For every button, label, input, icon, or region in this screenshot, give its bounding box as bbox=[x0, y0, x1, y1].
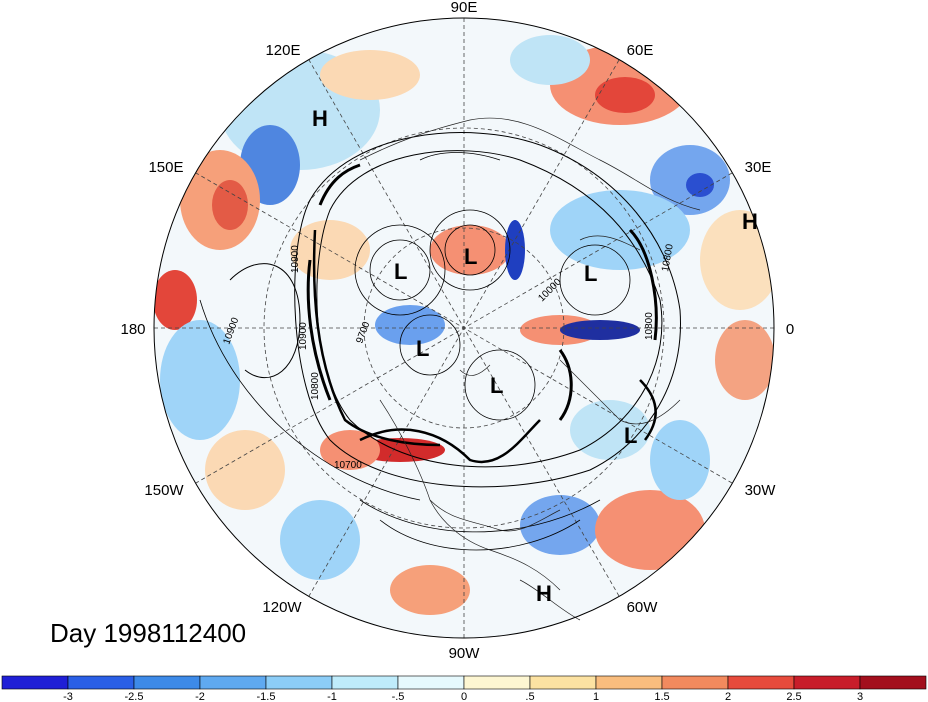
colorbar-swatch bbox=[265, 675, 333, 690]
lon-label: 90E bbox=[451, 0, 478, 16]
lon-label: 60W bbox=[627, 599, 659, 616]
contour-label: 10700 bbox=[334, 460, 362, 471]
colorbar-tick-label: 1.5 bbox=[654, 691, 669, 702]
lon-label: 150E bbox=[148, 159, 183, 176]
colorbar-swatch bbox=[397, 675, 465, 690]
low-center-mark: L bbox=[584, 261, 597, 286]
longitude-labels: 90E 60E 30E 0 30W 60W 90W 120W 150W 180 … bbox=[120, 0, 794, 662]
colorbar-swatch bbox=[1, 675, 69, 690]
colorbar-swatch bbox=[793, 675, 861, 690]
high-center-mark: H bbox=[536, 581, 552, 606]
colorbar-swatch bbox=[727, 675, 795, 690]
colorbar-tick-label: 3 bbox=[857, 691, 863, 702]
lon-label: 180 bbox=[120, 321, 145, 338]
lon-label: 120W bbox=[262, 599, 302, 616]
colorbar-swatch bbox=[331, 675, 399, 690]
low-center-mark: L bbox=[464, 244, 477, 269]
lon-label: 150W bbox=[144, 482, 184, 499]
contour-label: 10800 bbox=[310, 372, 321, 400]
map-boundary bbox=[153, 17, 775, 639]
high-center-mark: H bbox=[742, 209, 758, 234]
contour-label: 10900 bbox=[290, 245, 301, 273]
colorbar-tick-label: 1 bbox=[593, 691, 599, 702]
high-center-mark: H bbox=[312, 106, 328, 131]
colorbar-swatch bbox=[661, 675, 729, 690]
height-contours bbox=[199, 132, 681, 551]
colorbar-swatch bbox=[859, 675, 927, 690]
low-center-mark: L bbox=[624, 423, 637, 448]
colorbar-tick-label: 2 bbox=[725, 691, 731, 702]
low-center-mark: L bbox=[416, 336, 429, 361]
colorbar-tick-label: 2.5 bbox=[786, 691, 801, 702]
colorbar-swatch bbox=[199, 675, 267, 690]
contour-label: 10800 bbox=[660, 243, 676, 273]
colorbar-swatch bbox=[595, 675, 663, 690]
colorbar-tick-label: -2.5 bbox=[125, 691, 144, 702]
lon-label: 30E bbox=[745, 159, 772, 176]
graticule bbox=[154, 18, 774, 638]
colorbar-tick-label: 0 bbox=[461, 691, 467, 702]
contour-label: 10900 bbox=[298, 322, 309, 350]
colorbar-tick-label: -1.5 bbox=[257, 691, 276, 702]
colorbar-swatch bbox=[67, 675, 135, 690]
contour-label: 10800 bbox=[644, 312, 655, 340]
low-center-mark: L bbox=[394, 259, 407, 284]
lon-label: 30W bbox=[745, 482, 777, 499]
lon-label: 60E bbox=[627, 42, 654, 59]
coastlines bbox=[359, 117, 701, 621]
colorbar-tick-label: -.5 bbox=[392, 691, 405, 702]
colorbar-tick-label: .5 bbox=[525, 691, 534, 702]
low-center-mark: L bbox=[490, 373, 503, 398]
pressure-centers: H L L L H L L L H bbox=[312, 106, 758, 606]
day-label: Day 1998112400 bbox=[50, 618, 247, 648]
colorbar-swatch bbox=[529, 675, 597, 690]
lon-label: 0 bbox=[786, 321, 794, 338]
colorbar-tick-label: -3 bbox=[63, 691, 73, 702]
lon-label: 90W bbox=[449, 645, 481, 662]
colorbar: -3 -2.5 -2 -1.5 -1 -.5 0 .5 1 1.5 2 2.5 3 bbox=[1, 675, 927, 702]
colorbar-tick-label: -1 bbox=[327, 691, 337, 702]
lon-label: 120E bbox=[265, 42, 300, 59]
colorbar-tick-label: -2 bbox=[195, 691, 205, 702]
colorbar-swatch bbox=[133, 675, 201, 690]
colorbar-swatch bbox=[463, 675, 531, 690]
